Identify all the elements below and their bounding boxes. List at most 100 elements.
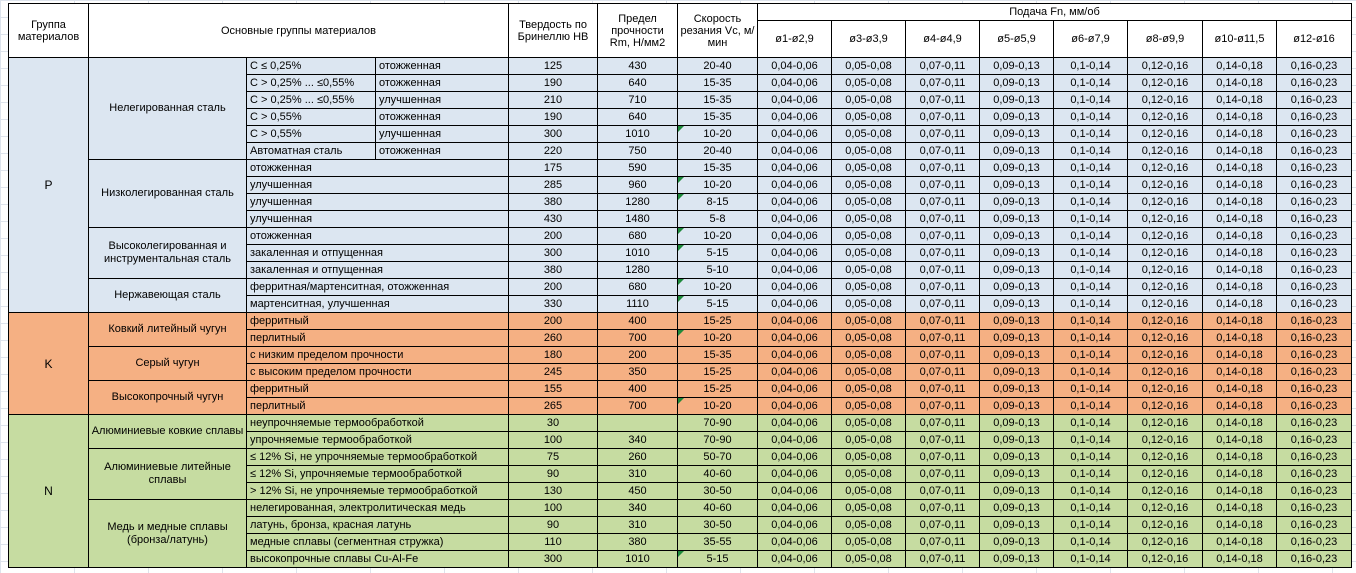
cell-feed-value[interactable]: 0,07-0,11 bbox=[905, 448, 980, 466]
cell-strength-rm[interactable]: 710 bbox=[597, 91, 678, 109]
cell-feed-value[interactable]: 0,12-0,16 bbox=[1127, 465, 1203, 483]
cell-feed-value[interactable]: 0,16-0,23 bbox=[1275, 516, 1353, 534]
cell-feed-value[interactable]: 0,12-0,16 bbox=[1127, 533, 1203, 551]
cell-material-detail[interactable]: отожженная bbox=[246, 159, 509, 177]
cell-feed-value[interactable]: 0,09-0,13 bbox=[979, 295, 1054, 313]
cell-feed-value[interactable]: 0,1-0,14 bbox=[1053, 278, 1128, 296]
cell-feed-value[interactable]: 0,07-0,11 bbox=[905, 125, 980, 143]
cell-hardness-hb[interactable]: 110 bbox=[508, 533, 598, 551]
cell-feed-value[interactable]: 0,1-0,14 bbox=[1053, 91, 1128, 109]
cell-feed-value[interactable]: 0,16-0,23 bbox=[1275, 57, 1353, 75]
cell-feed-value[interactable]: 0,14-0,18 bbox=[1202, 159, 1277, 177]
cell-hardness-hb[interactable]: 330 bbox=[508, 295, 598, 313]
cell-feed-value[interactable]: 0,07-0,11 bbox=[905, 397, 980, 415]
cell-feed-value[interactable]: 0,16-0,23 bbox=[1275, 363, 1353, 381]
cell-feed-value[interactable]: 0,14-0,18 bbox=[1202, 312, 1277, 330]
cell-material-group-letter[interactable]: P bbox=[8, 57, 89, 313]
cell-hardness-hb[interactable]: 100 bbox=[508, 499, 598, 517]
cell-feed-value[interactable]: 0,09-0,13 bbox=[979, 329, 1054, 347]
cell-feed-value[interactable]: 0,12-0,16 bbox=[1127, 482, 1203, 500]
cell-feed-value[interactable]: 0,07-0,11 bbox=[905, 210, 980, 228]
cell-feed-value[interactable]: 0,1-0,14 bbox=[1053, 482, 1128, 500]
header-cutting-speed[interactable]: Скорость резания Vc, м/мин bbox=[677, 3, 758, 58]
cell-feed-value[interactable]: 0,16-0,23 bbox=[1275, 125, 1353, 143]
cell-strength-rm[interactable] bbox=[597, 414, 678, 432]
cell-material-detail[interactable]: ≤ 12% Si, упрочняемые термообработкой bbox=[246, 465, 509, 483]
cell-feed-value[interactable]: 0,12-0,16 bbox=[1127, 414, 1203, 432]
cell-feed-value[interactable]: 0,04-0,06 bbox=[757, 448, 832, 466]
cell-feed-value[interactable]: 0,09-0,13 bbox=[979, 261, 1054, 279]
cell-feed-value[interactable]: 0,16-0,23 bbox=[1275, 482, 1353, 500]
cell-feed-value[interactable]: 0,1-0,14 bbox=[1053, 346, 1128, 364]
cell-feed-value[interactable]: 0,07-0,11 bbox=[905, 261, 980, 279]
cell-strength-rm[interactable]: 310 bbox=[597, 516, 678, 534]
cell-feed-value[interactable]: 0,1-0,14 bbox=[1053, 550, 1128, 568]
cell-strength-rm[interactable]: 200 bbox=[597, 346, 678, 364]
cell-cutting-speed-vc[interactable]: 10-20 bbox=[677, 278, 758, 296]
cell-hardness-hb[interactable]: 245 bbox=[508, 363, 598, 381]
cell-feed-value[interactable]: 0,04-0,06 bbox=[757, 516, 832, 534]
cell-feed-value[interactable]: 0,12-0,16 bbox=[1127, 363, 1203, 381]
cell-feed-value[interactable]: 0,12-0,16 bbox=[1127, 210, 1203, 228]
cell-feed-value[interactable]: 0,12-0,16 bbox=[1127, 448, 1203, 466]
cell-feed-value[interactable]: 0,04-0,06 bbox=[757, 414, 832, 432]
cell-feed-value[interactable]: 0,09-0,13 bbox=[979, 142, 1054, 160]
cell-feed-value[interactable]: 0,04-0,06 bbox=[757, 125, 832, 143]
cell-strength-rm[interactable]: 340 bbox=[597, 499, 678, 517]
header-feed-title[interactable]: Подача Fn, мм/об bbox=[756, 3, 1353, 21]
cell-feed-value[interactable]: 0,14-0,18 bbox=[1202, 108, 1277, 126]
cell-hardness-hb[interactable]: 175 bbox=[508, 159, 598, 177]
cell-feed-value[interactable]: 0,07-0,11 bbox=[905, 159, 980, 177]
cell-hardness-hb[interactable]: 300 bbox=[508, 244, 598, 262]
cell-material-detail[interactable]: упрочняемые термообработкой bbox=[246, 431, 509, 449]
cell-material-subgroup-name[interactable]: Алюминиевые литейные сплавы bbox=[88, 448, 247, 500]
cell-strength-rm[interactable]: 1110 bbox=[597, 295, 678, 313]
cell-feed-value[interactable]: 0,09-0,13 bbox=[979, 125, 1054, 143]
cell-cutting-speed-vc[interactable]: 5-15 bbox=[677, 550, 758, 568]
cell-strength-rm[interactable]: 430 bbox=[597, 57, 678, 75]
cell-feed-value[interactable]: 0,04-0,06 bbox=[757, 57, 832, 75]
cell-feed-value[interactable]: 0,09-0,13 bbox=[979, 210, 1054, 228]
cell-feed-value[interactable]: 0,16-0,23 bbox=[1275, 108, 1353, 126]
cell-feed-value[interactable]: 0,1-0,14 bbox=[1053, 397, 1128, 415]
cell-feed-value[interactable]: 0,14-0,18 bbox=[1202, 91, 1277, 109]
cell-hardness-hb[interactable]: 380 bbox=[508, 193, 598, 211]
cell-feed-value[interactable]: 0,04-0,06 bbox=[757, 346, 832, 364]
cell-cutting-speed-vc[interactable]: 5-15 bbox=[677, 295, 758, 313]
cell-feed-value[interactable]: 0,05-0,08 bbox=[831, 346, 906, 364]
cell-material-detail[interactable]: улучшенная bbox=[246, 193, 509, 211]
cell-feed-value[interactable]: 0,05-0,08 bbox=[831, 159, 906, 177]
cell-feed-value[interactable]: 0,07-0,11 bbox=[905, 108, 980, 126]
cell-feed-value[interactable]: 0,16-0,23 bbox=[1275, 431, 1353, 449]
cell-feed-value[interactable]: 0,09-0,13 bbox=[979, 159, 1054, 177]
cell-feed-value[interactable]: 0,12-0,16 bbox=[1127, 193, 1203, 211]
cell-strength-rm[interactable]: 1280 bbox=[597, 193, 678, 211]
cell-feed-value[interactable]: 0,07-0,11 bbox=[905, 295, 980, 313]
cell-feed-value[interactable]: 0,1-0,14 bbox=[1053, 159, 1128, 177]
cell-material-detail[interactable]: отожженная bbox=[375, 142, 509, 160]
cell-feed-value[interactable]: 0,04-0,06 bbox=[757, 363, 832, 381]
cell-material-detail[interactable]: неупрочняемые термообработкой bbox=[246, 414, 509, 432]
cell-feed-value[interactable]: 0,09-0,13 bbox=[979, 448, 1054, 466]
cell-feed-value[interactable]: 0,04-0,06 bbox=[757, 227, 832, 245]
cell-feed-value[interactable]: 0,1-0,14 bbox=[1053, 108, 1128, 126]
cell-feed-value[interactable]: 0,14-0,18 bbox=[1202, 516, 1277, 534]
cell-cutting-speed-vc[interactable]: 20-40 bbox=[677, 57, 758, 75]
cell-feed-value[interactable]: 0,16-0,23 bbox=[1275, 329, 1353, 347]
cell-feed-value[interactable]: 0,12-0,16 bbox=[1127, 176, 1203, 194]
header-feed-d5[interactable]: ø6-ø7,9 bbox=[1053, 20, 1128, 58]
cell-material-detail[interactable]: нелегированная, электролитическая медь bbox=[246, 499, 509, 517]
cell-cutting-speed-vc[interactable]: 5-15 bbox=[677, 244, 758, 262]
cell-feed-value[interactable]: 0,16-0,23 bbox=[1275, 74, 1353, 92]
cell-material-detail[interactable]: перлитный bbox=[246, 329, 509, 347]
cell-feed-value[interactable]: 0,12-0,16 bbox=[1127, 108, 1203, 126]
cell-hardness-hb[interactable]: 380 bbox=[508, 261, 598, 279]
cell-hardness-hb[interactable]: 210 bbox=[508, 91, 598, 109]
cell-material-detail[interactable]: ферритный bbox=[246, 380, 509, 398]
cell-material-detail[interactable]: ≤ 12% Si, не упрочняемые термообработкой bbox=[246, 448, 509, 466]
cell-hardness-hb[interactable]: 430 bbox=[508, 210, 598, 228]
cell-feed-value[interactable]: 0,12-0,16 bbox=[1127, 159, 1203, 177]
cell-feed-value[interactable]: 0,12-0,16 bbox=[1127, 74, 1203, 92]
cell-feed-value[interactable]: 0,05-0,08 bbox=[831, 125, 906, 143]
cell-strength-rm[interactable]: 340 bbox=[597, 431, 678, 449]
